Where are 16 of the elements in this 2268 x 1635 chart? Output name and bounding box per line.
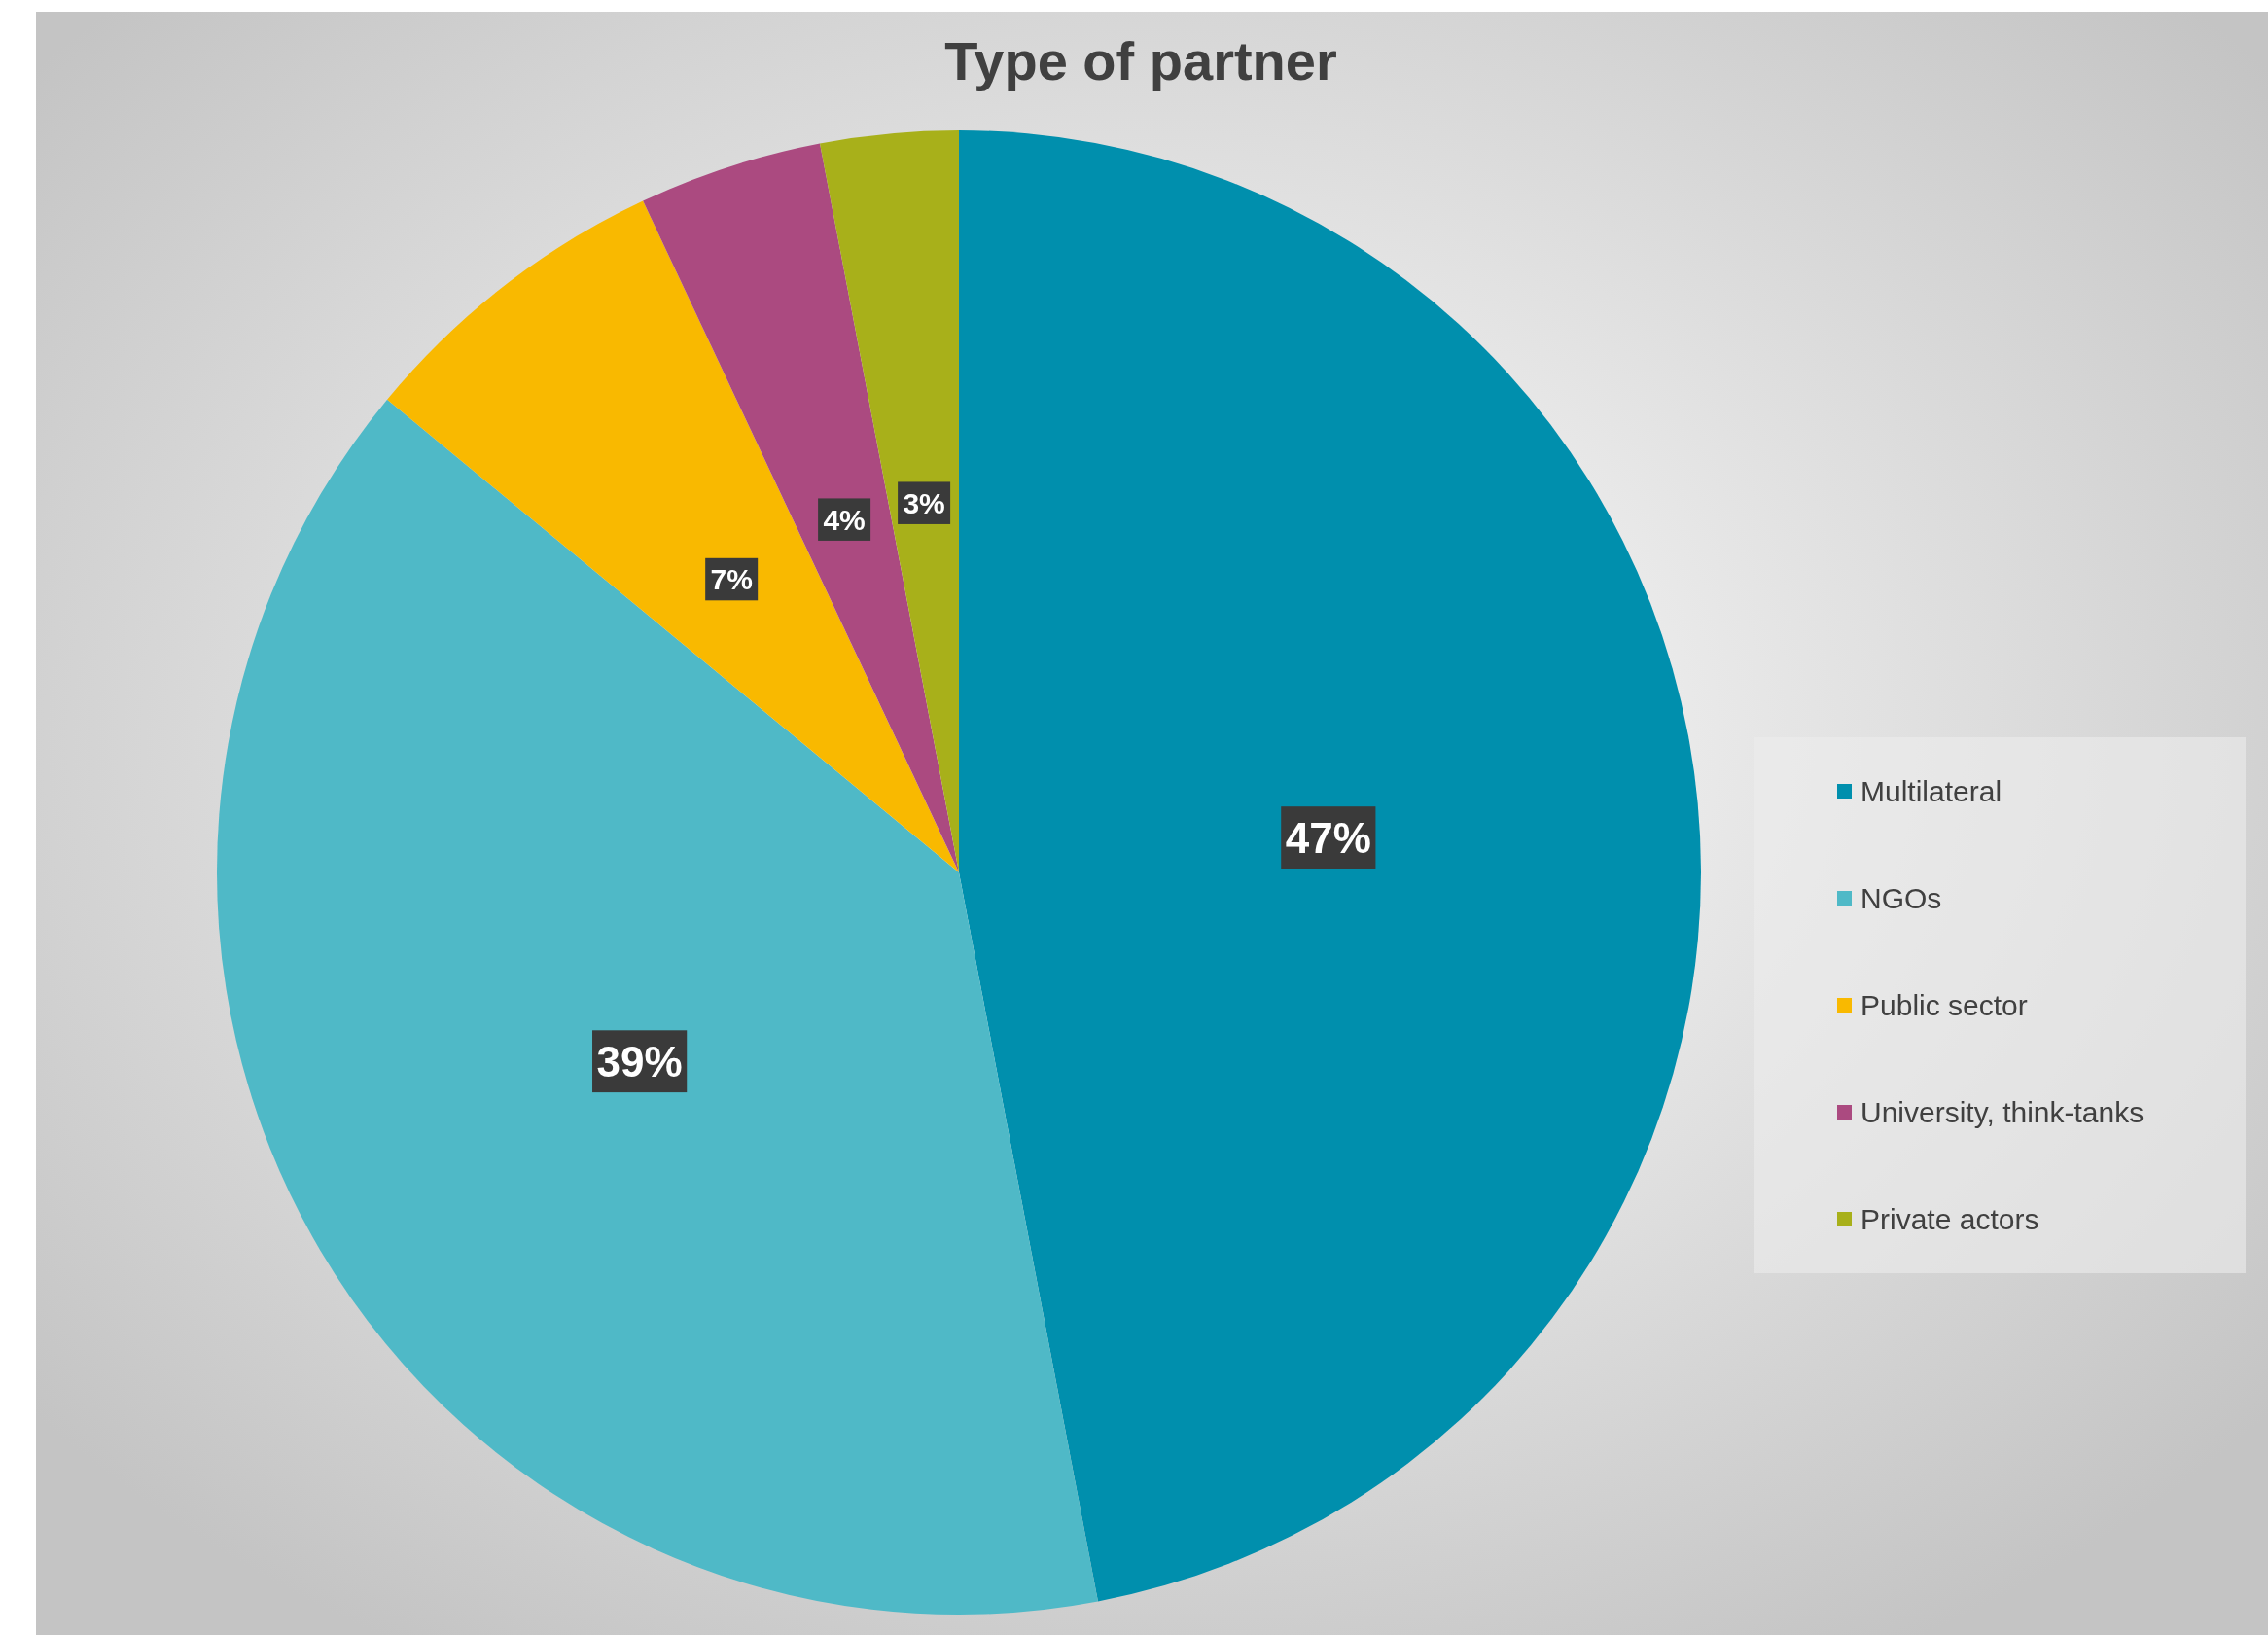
- chart-title: Type of partner: [944, 30, 1337, 91]
- pie-slice: [820, 130, 959, 872]
- legend-label: University, think-tanks: [1860, 1095, 2144, 1128]
- pie-slice: [959, 130, 1701, 1602]
- legend-label: Private actors: [1860, 1202, 2039, 1235]
- pie-slice: [643, 143, 959, 872]
- legend-label: Public sector: [1860, 988, 2028, 1021]
- legend-label: NGOs: [1860, 881, 1942, 914]
- data-label: 7%: [710, 563, 753, 596]
- data-label: 3%: [903, 486, 945, 519]
- data-label: 39%: [596, 1038, 683, 1086]
- data-label: 4%: [823, 503, 866, 536]
- legend-label: Multilateral: [1860, 774, 2002, 807]
- data-label: 47%: [1285, 813, 1371, 862]
- pie-slice: [387, 200, 959, 872]
- pie-slice: [217, 399, 1098, 1614]
